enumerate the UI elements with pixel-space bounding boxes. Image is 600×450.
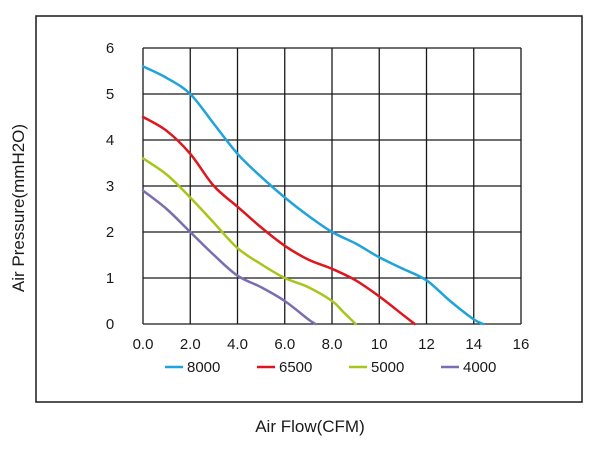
x-tick-label: 4.0 <box>227 336 248 353</box>
grid <box>142 47 522 325</box>
y-tick-label: 4 <box>106 132 114 149</box>
y-tick-label: 3 <box>106 178 114 195</box>
legend-label-8000: 8000 <box>187 359 220 376</box>
legend: 8000 6500 5000 4000 <box>165 359 496 376</box>
y-axis-title: Air Pressure(mmH2O) <box>9 124 28 292</box>
x-tick-label: 10 <box>371 336 388 353</box>
series-line-4000 <box>141 189 317 326</box>
legend-label-6500: 6500 <box>279 359 312 376</box>
series-line-6500 <box>141 115 416 326</box>
x-axis-title: Air Flow(CFM) <box>255 417 365 436</box>
series-line-8000 <box>141 65 485 326</box>
x-tick-label: 2.0 <box>180 336 201 353</box>
x-tick-label: 14 <box>465 336 482 353</box>
y-tick-label: 2 <box>106 224 114 241</box>
y-tick-label: 0 <box>106 316 114 333</box>
x-tick-labels: 0.0 2.0 4.0 6.0 8.0 10 12 14 16 <box>133 336 530 353</box>
y-tick-label: 1 <box>106 270 114 287</box>
y-tick-labels: 0 1 2 3 4 5 6 <box>106 40 114 333</box>
x-tick-label: 8.0 <box>322 336 343 353</box>
series-line-5000 <box>141 157 357 326</box>
y-tick-label: 6 <box>106 40 114 57</box>
x-tick-label: 12 <box>418 336 435 353</box>
series-lines <box>141 65 485 326</box>
chart-frame <box>35 15 583 403</box>
legend-label-4000: 4000 <box>463 359 496 376</box>
y-tick-label: 5 <box>106 86 114 103</box>
legend-label-5000: 5000 <box>371 359 404 376</box>
x-tick-label: 0.0 <box>133 336 154 353</box>
x-tick-label: 16 <box>513 336 530 353</box>
x-tick-label: 6.0 <box>274 336 295 353</box>
